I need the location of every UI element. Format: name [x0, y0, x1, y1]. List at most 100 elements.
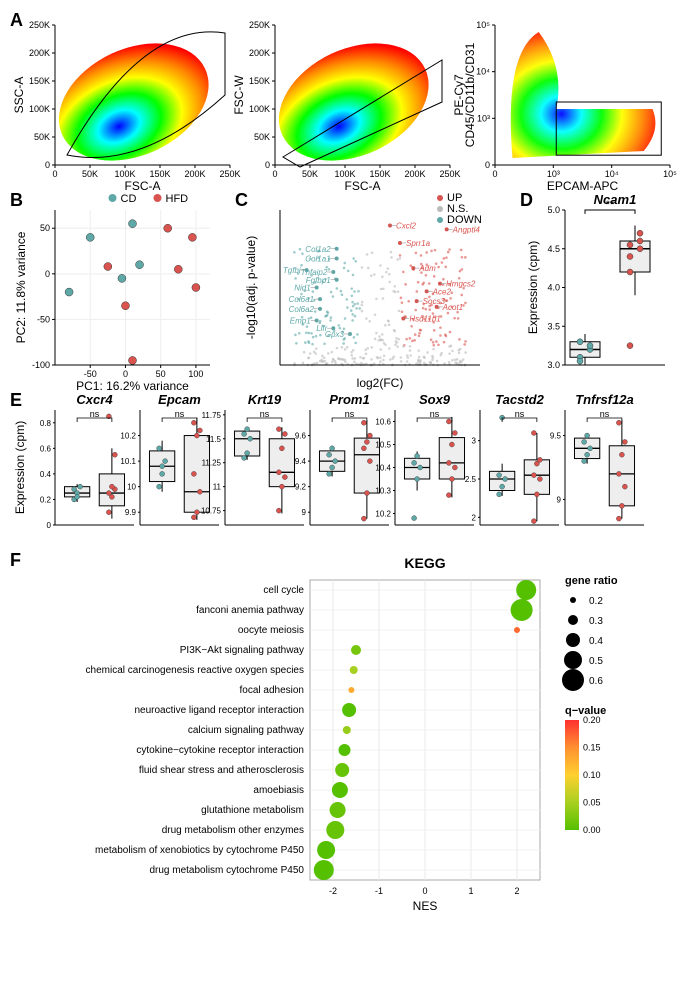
svg-text:metabolism of xenobiotics by c: metabolism of xenobiotics by cytochrome …	[95, 845, 304, 856]
svg-text:0.15: 0.15	[583, 743, 601, 753]
svg-text:0.6: 0.6	[40, 444, 52, 453]
svg-text:drug metabolism cytochrome P45: drug metabolism cytochrome P450	[149, 865, 304, 876]
svg-text:200K: 200K	[184, 169, 205, 179]
svg-text:0.8: 0.8	[40, 419, 52, 428]
svg-text:10⁵: 10⁵	[476, 20, 490, 30]
svg-text:0: 0	[45, 160, 50, 170]
figure: A 050K100K150K200K250K050K100K150K200K25…	[10, 10, 681, 930]
svg-text:neuroactive ligand receptor in: neuroactive ligand receptor interaction	[134, 705, 304, 716]
svg-text:Col6a2: Col6a2	[289, 305, 315, 314]
svg-text:4.5: 4.5	[547, 244, 560, 254]
svg-text:Angptl4: Angptl4	[452, 225, 481, 234]
svg-text:250K: 250K	[29, 20, 50, 30]
svg-text:0: 0	[52, 169, 57, 179]
svg-text:Ace2: Ace2	[432, 287, 452, 296]
svg-text:Tnfrsf12a: Tnfrsf12a	[575, 392, 634, 407]
svg-text:Prom1: Prom1	[329, 392, 369, 407]
svg-text:ns: ns	[260, 409, 270, 419]
svg-text:-50: -50	[37, 314, 50, 324]
svg-text:5.0: 5.0	[547, 205, 560, 215]
svg-text:3.5: 3.5	[547, 321, 560, 331]
svg-text:Cxcl2: Cxcl2	[396, 222, 417, 231]
svg-text:Tgfbi: Tgfbi	[283, 266, 301, 275]
svg-text:0: 0	[272, 169, 277, 179]
svg-text:Col1a1: Col1a1	[305, 254, 330, 263]
svg-text:Emp1: Emp1	[290, 316, 311, 325]
panel-c-label: C	[235, 190, 248, 211]
svg-text:Sprr1a: Sprr1a	[406, 239, 431, 248]
svg-text:Expression (cpm): Expression (cpm)	[13, 421, 27, 514]
svg-text:0.3: 0.3	[589, 616, 603, 627]
svg-text:FSC-A: FSC-A	[125, 179, 161, 190]
svg-text:10.75: 10.75	[201, 507, 222, 516]
svg-text:chemical carcinogenesis reacti: chemical carcinogenesis reactive oxygen …	[86, 665, 304, 676]
svg-text:drug metabolism other enzymes: drug metabolism other enzymes	[162, 825, 304, 836]
svg-text:cytokine−cytokine receptor int: cytokine−cytokine receptor interaction	[136, 745, 304, 756]
svg-text:oocyte meiosis: oocyte meiosis	[238, 625, 304, 636]
svg-text:Nid1: Nid1	[294, 284, 310, 293]
svg-text:0: 0	[123, 369, 128, 379]
svg-text:50K: 50K	[302, 169, 318, 179]
svg-text:ns: ns	[345, 409, 355, 419]
svg-text:PE-Cy7: PE-Cy7	[452, 74, 466, 116]
svg-text:NES: NES	[413, 899, 438, 913]
svg-text:2: 2	[514, 886, 519, 896]
svg-text:Col1a2: Col1a2	[305, 245, 331, 254]
svg-text:Sox9: Sox9	[419, 392, 451, 407]
svg-text:50: 50	[40, 223, 50, 233]
svg-text:50K: 50K	[34, 132, 50, 142]
svg-text:11.75: 11.75	[202, 411, 222, 420]
svg-text:11: 11	[213, 483, 222, 492]
svg-text:ns: ns	[90, 409, 100, 419]
svg-text:cell cycle: cell cycle	[263, 585, 304, 596]
svg-text:focal adhesion: focal adhesion	[240, 685, 305, 696]
svg-text:4.0: 4.0	[547, 283, 560, 293]
svg-text:amoebiasis: amoebiasis	[253, 785, 304, 796]
svg-text:10: 10	[127, 483, 136, 492]
svg-text:EPCAM-APC: EPCAM-APC	[547, 179, 619, 190]
svg-text:0.4: 0.4	[589, 636, 603, 647]
svg-text:0.6: 0.6	[589, 676, 603, 687]
svg-text:100: 100	[188, 369, 203, 379]
svg-text:10⁴: 10⁴	[476, 67, 490, 77]
svg-text:Ncam1: Ncam1	[594, 192, 637, 207]
svg-text:glutathione metabolism: glutathione metabolism	[201, 805, 304, 816]
svg-text:fanconi anemia pathway: fanconi anemia pathway	[196, 605, 304, 616]
svg-text:Cxcr4: Cxcr4	[76, 392, 113, 407]
svg-text:100K: 100K	[29, 104, 50, 114]
svg-text:0.10: 0.10	[583, 770, 601, 780]
svg-text:100K: 100K	[114, 169, 135, 179]
svg-text:250K: 250K	[249, 20, 270, 30]
svg-text:0.05: 0.05	[583, 798, 601, 808]
svg-text:-log10(adj. p-value): -log10(adj. p-value)	[244, 236, 258, 339]
svg-text:150K: 150K	[29, 76, 50, 86]
svg-text:-50: -50	[84, 369, 97, 379]
svg-text:Tacstd2: Tacstd2	[495, 392, 544, 407]
svg-text:10⁴: 10⁴	[605, 169, 619, 179]
svg-text:3: 3	[472, 437, 477, 446]
svg-text:0: 0	[47, 521, 52, 530]
svg-text:50K: 50K	[82, 169, 98, 179]
svg-text:Krt19: Krt19	[248, 392, 282, 407]
svg-text:calcium signaling pathway: calcium signaling pathway	[188, 725, 304, 736]
svg-text:250K: 250K	[219, 169, 240, 179]
svg-text:0.4: 0.4	[40, 470, 52, 479]
svg-text:10.5: 10.5	[375, 441, 391, 450]
svg-text:2: 2	[472, 513, 477, 522]
svg-text:Hsd11b1: Hsd11b1	[409, 315, 440, 324]
svg-text:0: 0	[45, 269, 50, 279]
svg-text:FSC-A: FSC-A	[345, 179, 381, 190]
svg-text:Expression (cpm): Expression (cpm)	[526, 241, 540, 334]
svg-text:PC2: 11.8% variance: PC2: 11.8% variance	[14, 231, 28, 343]
svg-text:150K: 150K	[369, 169, 390, 179]
svg-text:10³: 10³	[477, 113, 490, 123]
panel-a-label: A	[10, 10, 23, 31]
svg-text:0.2: 0.2	[40, 495, 52, 504]
svg-text:Col6a1: Col6a1	[289, 295, 314, 304]
svg-text:200K: 200K	[249, 48, 270, 58]
svg-text:ns: ns	[430, 409, 440, 419]
svg-text:KEGG: KEGG	[404, 555, 445, 571]
svg-text:gene ratio: gene ratio	[565, 575, 618, 587]
svg-text:9: 9	[302, 508, 307, 517]
svg-text:11.25: 11.25	[202, 459, 222, 468]
